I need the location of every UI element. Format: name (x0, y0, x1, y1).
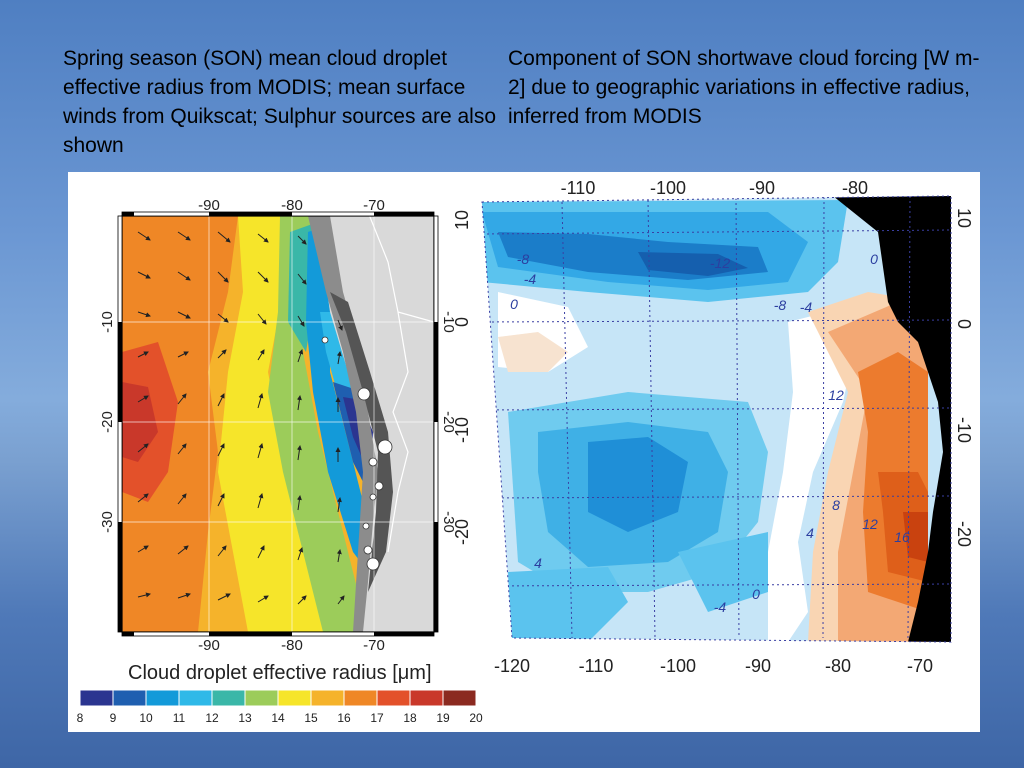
colorbar-swatch (178, 689, 213, 707)
right-lat-left-1: 10 (452, 210, 472, 230)
caption-left: Spring season (SON) mean cloud droplet e… (63, 47, 497, 157)
colorbar-tick-label: 14 (271, 711, 285, 725)
right-lon-bottom-3: -100 (660, 656, 696, 676)
contour-label-4: -12 (710, 255, 730, 271)
colorbar-swatch (376, 689, 411, 707)
colorbar-tick-label: 9 (110, 711, 117, 725)
right-lon-bottom-2: -110 (579, 656, 614, 676)
colorbar-swatch (343, 689, 378, 707)
colorbar-tick-label: 16 (337, 711, 351, 725)
colorbar-swatch (277, 689, 312, 707)
left-lon-top-3: -70 (363, 197, 385, 214)
contour-label-11: 4 (806, 525, 814, 541)
colorbar-tick-label: 12 (205, 711, 219, 725)
colorbar-swatch (442, 689, 477, 707)
colorbar-tick-label: 15 (304, 711, 318, 725)
right-lon-top-1: -110 (561, 178, 596, 198)
left-lat-left-3: -30 (99, 511, 116, 533)
colorbar-swatch (409, 689, 444, 707)
colorbar-tick-label: 13 (238, 711, 252, 725)
right-lon-bottom-1: -120 (494, 656, 530, 676)
colorbar-swatch (244, 689, 279, 707)
contour-label-12: 4 (534, 555, 542, 571)
left-lat-right-2: -20 (440, 411, 457, 433)
left-lon-top-2: -80 (281, 197, 303, 214)
left-lon-bottom-2: -80 (281, 637, 303, 654)
right-lat-right-3: -10 (954, 417, 974, 443)
contour-label-3: 0 (510, 296, 518, 312)
left-lat-right-1: -10 (440, 311, 457, 333)
right-lon-top-2: -100 (650, 178, 686, 198)
left-lon-bottom-3: -70 (363, 637, 385, 654)
right-lon-bottom-4: -90 (745, 656, 771, 676)
left-map (122, 216, 434, 632)
contour-label-5: -8 (774, 297, 787, 313)
right-lat-left-2: 0 (452, 317, 472, 327)
contour-label-1: -8 (517, 251, 530, 267)
colorbar-tick-label: 11 (173, 711, 186, 725)
right-lon-bottom-6: -70 (907, 656, 933, 676)
contour-label-7: 12 (828, 387, 844, 403)
right-lat-right-4: -20 (954, 521, 974, 547)
contour-label-9: 12 (862, 516, 878, 532)
contour-label-14: -4 (714, 599, 727, 615)
contour-label-2: -4 (524, 271, 537, 287)
right-map (482, 196, 951, 642)
colorbar (79, 689, 477, 707)
colorbar-tick-label: 18 (403, 711, 417, 725)
colorbar-title: Cloud droplet effective radius [μm] (128, 662, 432, 684)
right-lat-left-4: -20 (452, 519, 472, 545)
right-lat-left-3: -10 (452, 417, 472, 443)
left-lat-left-1: -10 (99, 311, 116, 333)
colorbar-swatch (310, 689, 345, 707)
left-lon-top-1: -90 (198, 197, 220, 214)
right-lon-top-4: -80 (842, 178, 868, 198)
right-lat-right-1: 10 (954, 208, 974, 228)
contour-label-13: 0 (752, 586, 760, 602)
contour-label-10: 16 (894, 529, 910, 545)
figure-panel: -90 -80 -70 -90 -80 -70 -10 -20 -30 -10 … (68, 172, 980, 732)
right-lon-bottom-5: -80 (825, 656, 851, 676)
colorbar-tick-label: 10 (139, 711, 153, 725)
colorbar-swatch (112, 689, 147, 707)
wind-arrows (137, 231, 345, 605)
contour-label-8: 8 (832, 497, 840, 513)
caption-right: Component of SON shortwave cloud forcing… (508, 47, 980, 128)
colorbar-tick-label: 17 (370, 711, 384, 725)
left-lat-right-3: -30 (440, 511, 457, 533)
colorbar-swatch (211, 689, 246, 707)
contour-label-6: -4 (800, 299, 813, 315)
colorbar-tick-label: 19 (436, 711, 450, 725)
colorbar-swatch (79, 689, 114, 707)
right-lat-right-2: 0 (954, 319, 974, 329)
colorbar-tick-label: 8 (77, 711, 84, 725)
contour-label-15: 0 (870, 251, 878, 267)
colorbar-tick-label: 20 (469, 711, 483, 725)
sulphur-sources (321, 336, 393, 571)
right-lon-top-3: -90 (749, 178, 775, 198)
left-lat-left-2: -20 (99, 411, 116, 433)
figure-svg: -90 -80 -70 -90 -80 -70 -10 -20 -30 -10 … (77, 178, 974, 725)
colorbar-swatch (145, 689, 180, 707)
left-lon-bottom-1: -90 (198, 637, 220, 654)
colorbar-ticks: 8 9 10 11 12 13 14 15 16 17 18 19 20 (77, 711, 483, 725)
